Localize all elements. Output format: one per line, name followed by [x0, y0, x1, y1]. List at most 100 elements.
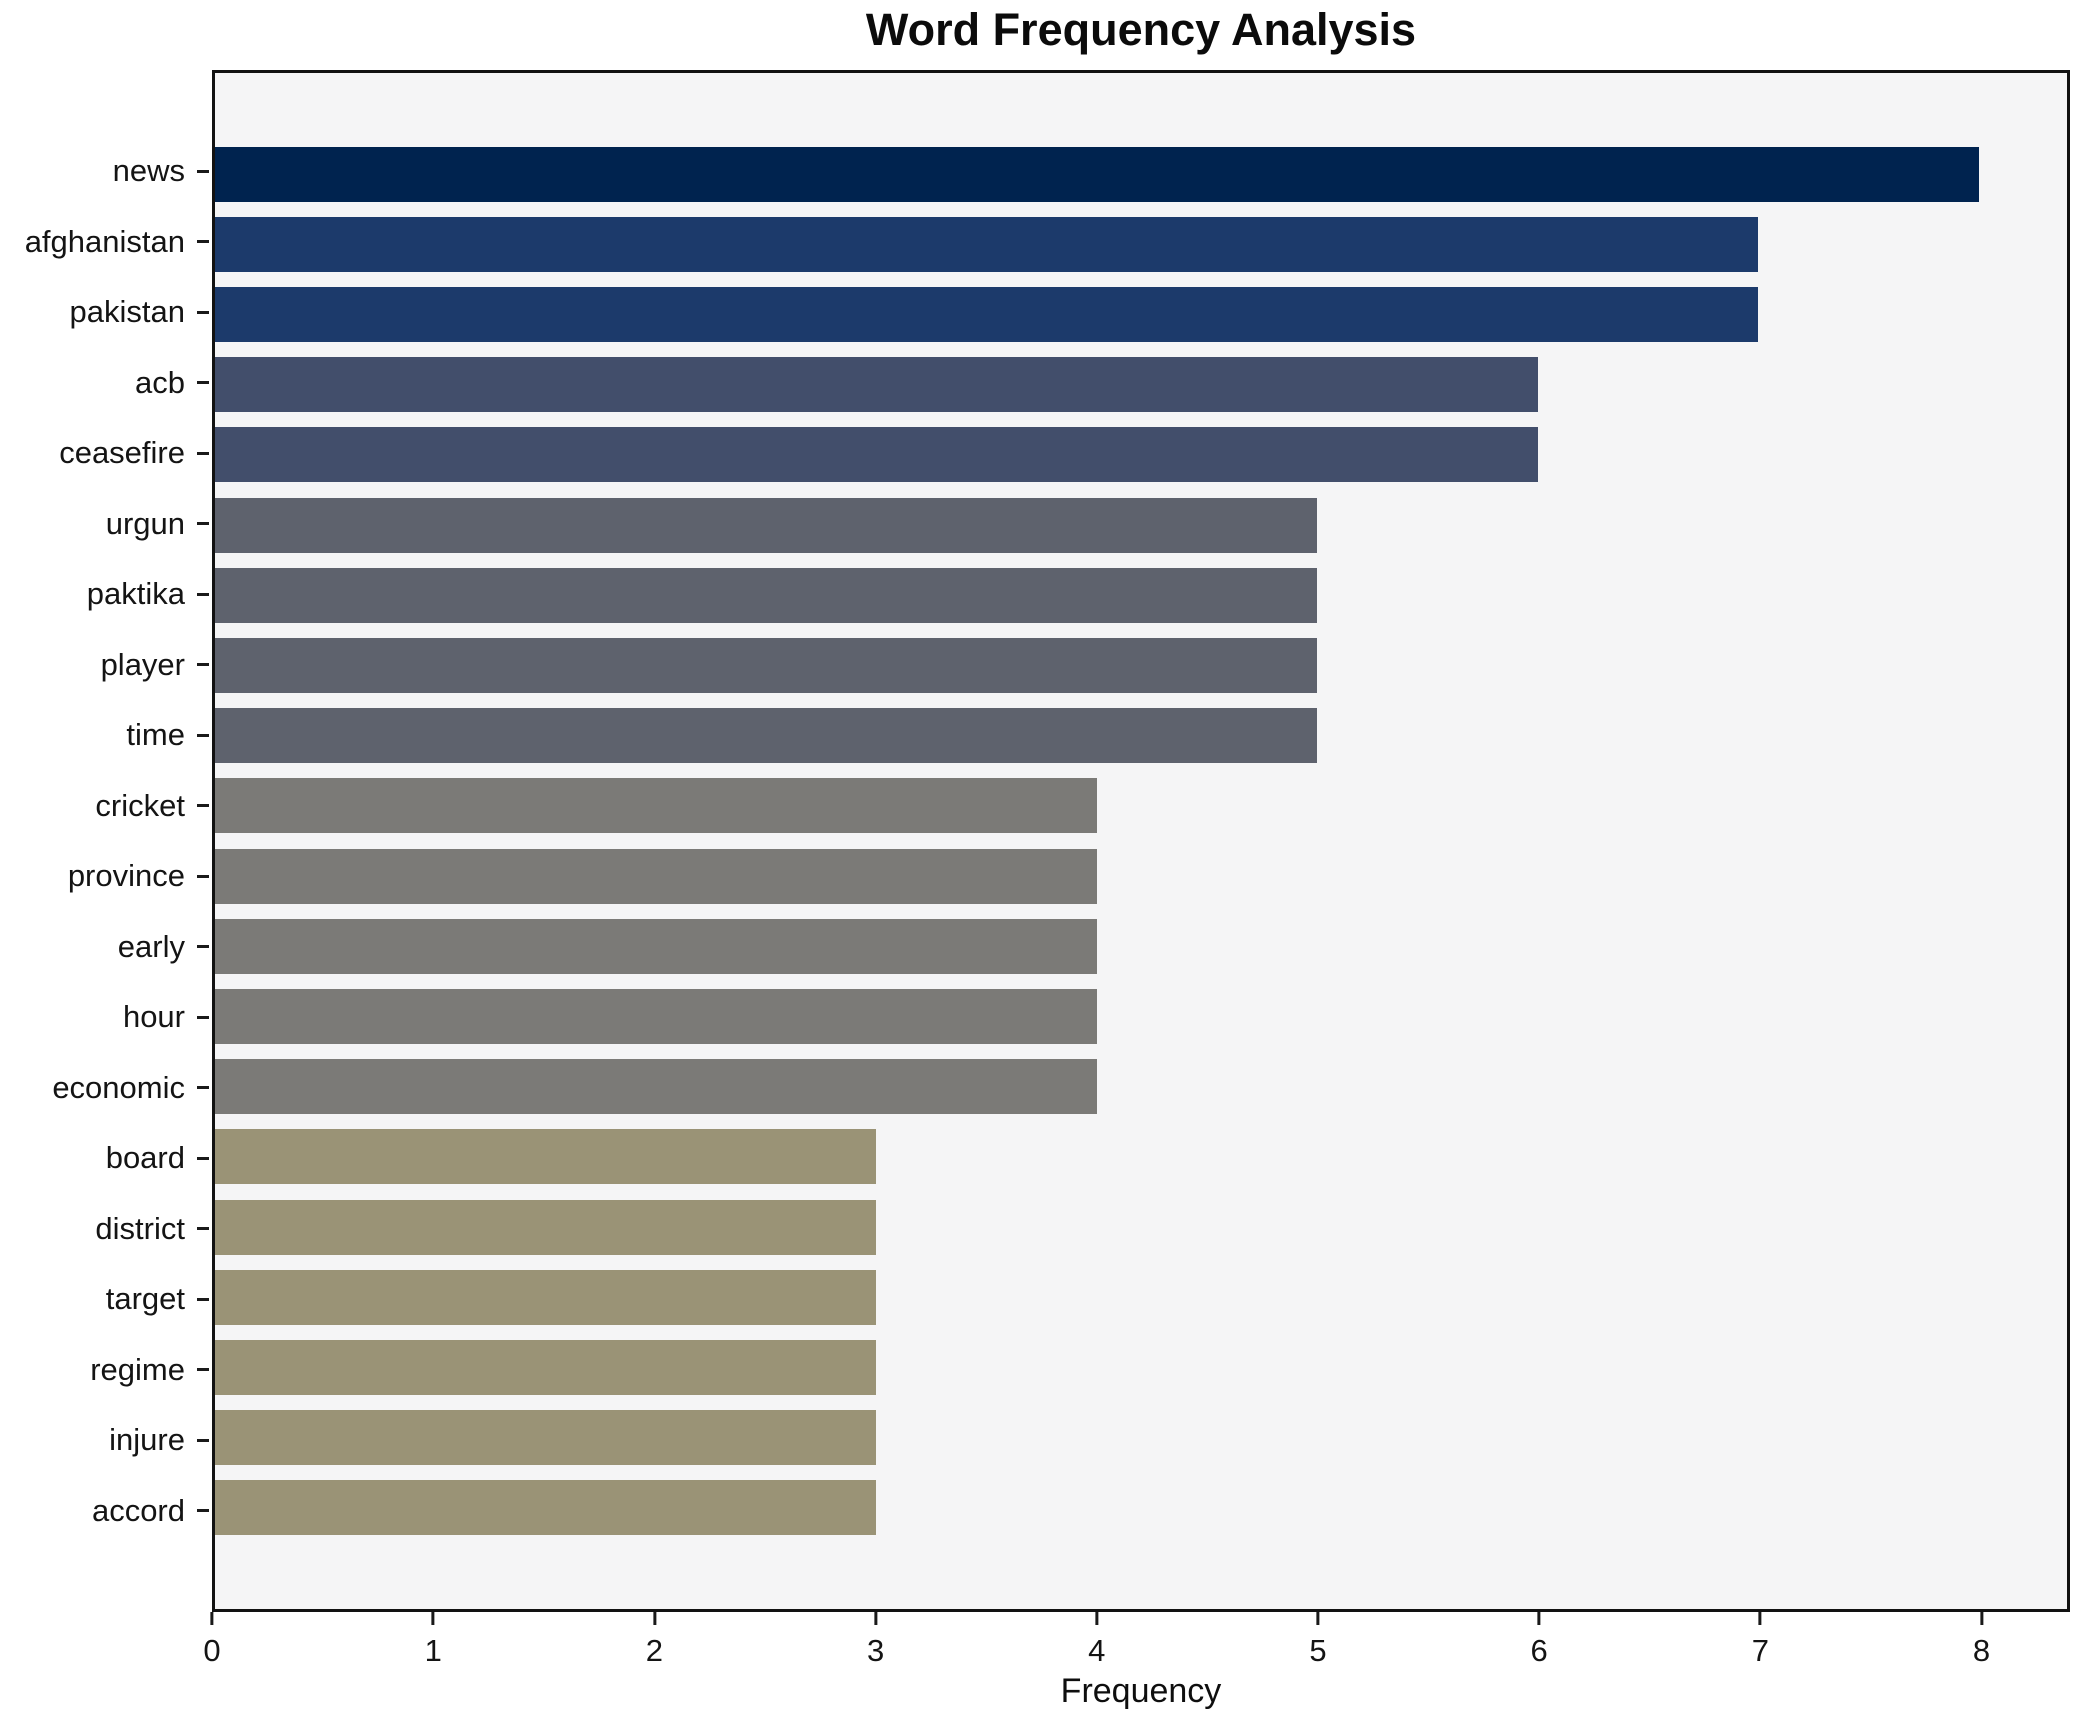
bar-row: [215, 1473, 2067, 1543]
x-tick-label: 1: [424, 1633, 442, 1668]
y-tick-mark: [197, 1438, 209, 1442]
bar-row: [215, 1403, 2067, 1473]
x-tick: 6: [1531, 1612, 1548, 1669]
y-tick-mark: [197, 1509, 209, 1513]
bar-row: [215, 630, 2067, 700]
bar-afghanistan: [215, 216, 1759, 272]
y-axis-label-urgun: urgun: [105, 505, 185, 541]
y-tick-mark: [197, 1015, 209, 1019]
bar-province: [215, 848, 1097, 904]
x-tick-mark: [1095, 1612, 1099, 1625]
y-label-row: injure: [0, 1405, 209, 1476]
x-tick: 3: [867, 1612, 884, 1669]
y-axis-label-pakistan: pakistan: [69, 294, 185, 330]
y-label-row: economic: [0, 1053, 209, 1124]
y-label-row: afghanistan: [0, 207, 209, 278]
x-tick-label: 2: [645, 1633, 663, 1668]
y-label-row: province: [0, 841, 209, 912]
y-tick-mark: [197, 310, 209, 314]
bar-player: [215, 638, 1318, 694]
y-label-row: accord: [0, 1476, 209, 1547]
bar-row: [215, 279, 2067, 349]
bar-acb: [215, 357, 1538, 413]
y-axis-label-player: player: [100, 646, 185, 682]
bar-cricket: [215, 778, 1097, 834]
y-axis-label-afghanistan: afghanistan: [24, 223, 185, 259]
y-tick-mark: [197, 522, 209, 526]
bar-hour: [215, 989, 1097, 1045]
y-label-row: news: [0, 136, 209, 207]
y-axis-label-district: district: [95, 1210, 185, 1246]
y-axis-label-cricket: cricket: [95, 787, 185, 823]
bar-urgun: [215, 497, 1318, 553]
bar-target: [215, 1269, 877, 1325]
y-label-row: acb: [0, 348, 209, 419]
bar-row: [215, 209, 2067, 279]
y-tick-mark: [197, 592, 209, 596]
y-tick-mark: [197, 1227, 209, 1231]
x-tick-label: 3: [866, 1633, 885, 1668]
y-label-row: player: [0, 630, 209, 701]
bar-row: [215, 420, 2067, 490]
x-tick-label: 6: [1530, 1633, 1548, 1668]
y-axis-label-news: news: [112, 153, 185, 189]
bar-time: [215, 708, 1318, 764]
y-axis-label-regime: regime: [90, 1351, 185, 1387]
y-tick-mark: [197, 240, 209, 244]
x-tick-label: 5: [1309, 1633, 1327, 1668]
bar-paktika: [215, 567, 1318, 623]
bar-row: [215, 139, 2067, 209]
y-tick-mark: [197, 169, 209, 173]
y-label-row: paktika: [0, 559, 209, 630]
y-axis-labels: news afghanistan pakistan acb ceasefire urgun…: [0, 70, 209, 1612]
plot-area: [212, 70, 2070, 1612]
bar-economic: [215, 1059, 1097, 1115]
x-tick: 1: [425, 1612, 442, 1669]
x-tick: 4: [1088, 1612, 1105, 1669]
bar-ceasefire: [215, 427, 1538, 483]
y-axis-label-target: target: [105, 1281, 185, 1317]
y-axis-label-ceasefire: ceasefire: [59, 435, 185, 471]
y-tick-mark: [197, 1086, 209, 1090]
x-axis-label: Frequency: [1060, 1672, 1222, 1710]
y-axis-label-hour: hour: [122, 999, 185, 1035]
y-tick-mark: [197, 874, 209, 878]
x-tick: 2: [646, 1612, 663, 1669]
y-axis-label-paktika: paktika: [86, 576, 185, 612]
y-tick-mark: [197, 1368, 209, 1372]
x-tick-mark: [652, 1612, 656, 1625]
bar-row: [215, 350, 2067, 420]
bar-row: [215, 560, 2067, 630]
x-tick: 8: [1973, 1612, 1990, 1669]
bar-regime: [215, 1340, 877, 1396]
y-label-row: hour: [0, 982, 209, 1053]
y-label-row: time: [0, 700, 209, 771]
y-label-row: pakistan: [0, 277, 209, 348]
y-axis-label-board: board: [105, 1140, 185, 1176]
y-label-row: urgun: [0, 489, 209, 560]
x-tick-mark: [1758, 1612, 1762, 1625]
x-axis-ticks: 0 1 2 3 4 5 6 7 8: [203, 1612, 2070, 1682]
y-tick-mark: [197, 733, 209, 737]
y-tick-mark: [197, 381, 209, 385]
bar-row: [215, 701, 2067, 771]
bars-container: [215, 73, 2067, 1609]
y-axis-label-early: early: [117, 928, 185, 964]
x-tick-mark: [431, 1612, 435, 1625]
x-tick-mark: [1980, 1612, 1984, 1625]
bar-row: [215, 1262, 2067, 1332]
bar-early: [215, 918, 1097, 974]
y-axis-label-time: time: [126, 717, 185, 753]
y-label-row: early: [0, 912, 209, 983]
y-label-row: district: [0, 1194, 209, 1265]
y-label-row: regime: [0, 1335, 209, 1406]
bar-news: [215, 146, 1979, 202]
y-axis-label-accord: accord: [91, 1492, 185, 1528]
y-axis-label-acb: acb: [135, 364, 185, 400]
bar-row: [215, 841, 2067, 911]
x-tick-mark: [210, 1612, 214, 1625]
bar-row: [215, 771, 2067, 841]
x-tick-mark: [874, 1612, 878, 1625]
y-label-row: ceasefire: [0, 418, 209, 489]
